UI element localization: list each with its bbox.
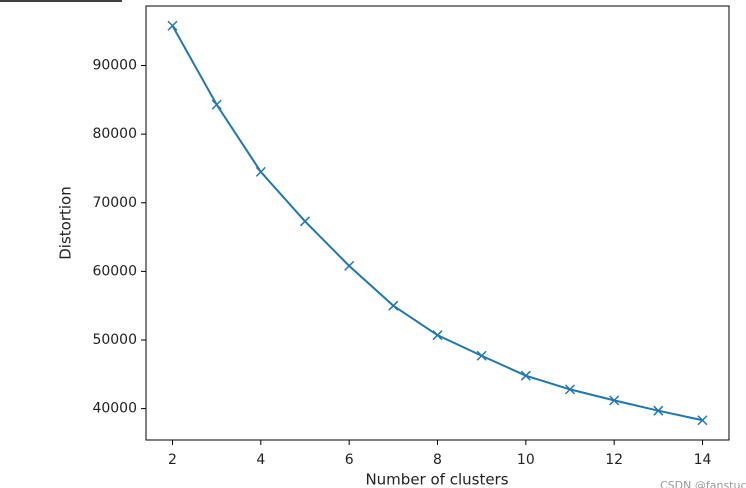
x-tick-label: 14 — [694, 452, 712, 468]
marker — [476, 350, 487, 361]
y-tick-label: 70000 — [92, 195, 137, 211]
marker — [697, 415, 708, 426]
marker — [255, 166, 266, 177]
y-axis-label: Distortion — [57, 186, 75, 260]
marker — [388, 300, 399, 311]
watermark: CSDN @fanstuck — [660, 479, 746, 488]
marker — [299, 216, 311, 227]
x-axis-label: Number of clusters — [365, 471, 508, 488]
x-tick-label: 4 — [256, 452, 265, 468]
x-tick-label: 8 — [433, 452, 442, 468]
y-tick-label: 80000 — [92, 126, 137, 142]
y-tick-label: 60000 — [92, 263, 137, 279]
marker — [564, 384, 576, 395]
y-tick-label: 90000 — [92, 58, 137, 74]
marker — [432, 330, 443, 341]
x-tick-label: 2 — [168, 452, 177, 468]
y-tick-label: 50000 — [92, 332, 137, 348]
y-tick-label: 40000 — [92, 401, 137, 417]
x-tick-label: 10 — [517, 452, 535, 468]
marker — [211, 99, 222, 110]
marker — [344, 260, 355, 271]
marker — [609, 395, 620, 406]
x-tick-label: 6 — [345, 452, 354, 468]
marker — [167, 20, 178, 31]
marker — [520, 370, 531, 381]
marker — [653, 405, 664, 416]
x-tick-label: 12 — [605, 452, 623, 468]
